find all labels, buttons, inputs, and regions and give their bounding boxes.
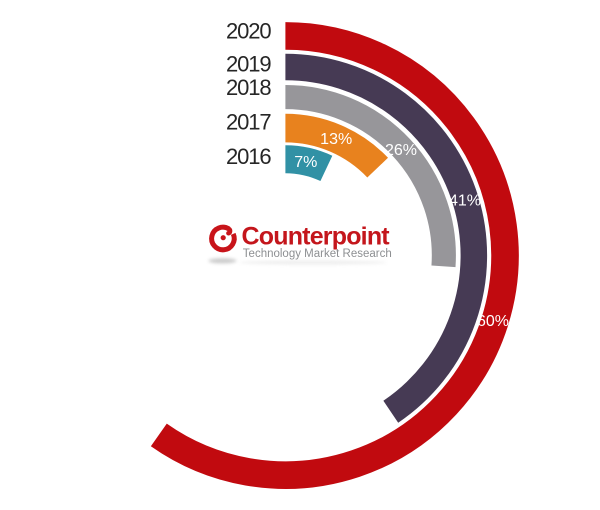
svg-text:2017: 2017 <box>226 109 271 134</box>
svg-text:2019: 2019 <box>226 51 271 76</box>
svg-text:26%: 26% <box>385 142 417 159</box>
svg-text:13%: 13% <box>320 131 352 148</box>
svg-text:60%: 60% <box>477 313 509 330</box>
svg-text:Counterpoint: Counterpoint <box>242 223 391 251</box>
svg-text:2016: 2016 <box>226 144 271 169</box>
svg-text:41%: 41% <box>449 193 481 210</box>
svg-text:Technology Market Research: Technology Market Research <box>243 248 392 260</box>
svg-text:2018: 2018 <box>226 75 271 100</box>
svg-text:7%: 7% <box>294 154 317 171</box>
svg-text:2020: 2020 <box>226 19 271 44</box>
